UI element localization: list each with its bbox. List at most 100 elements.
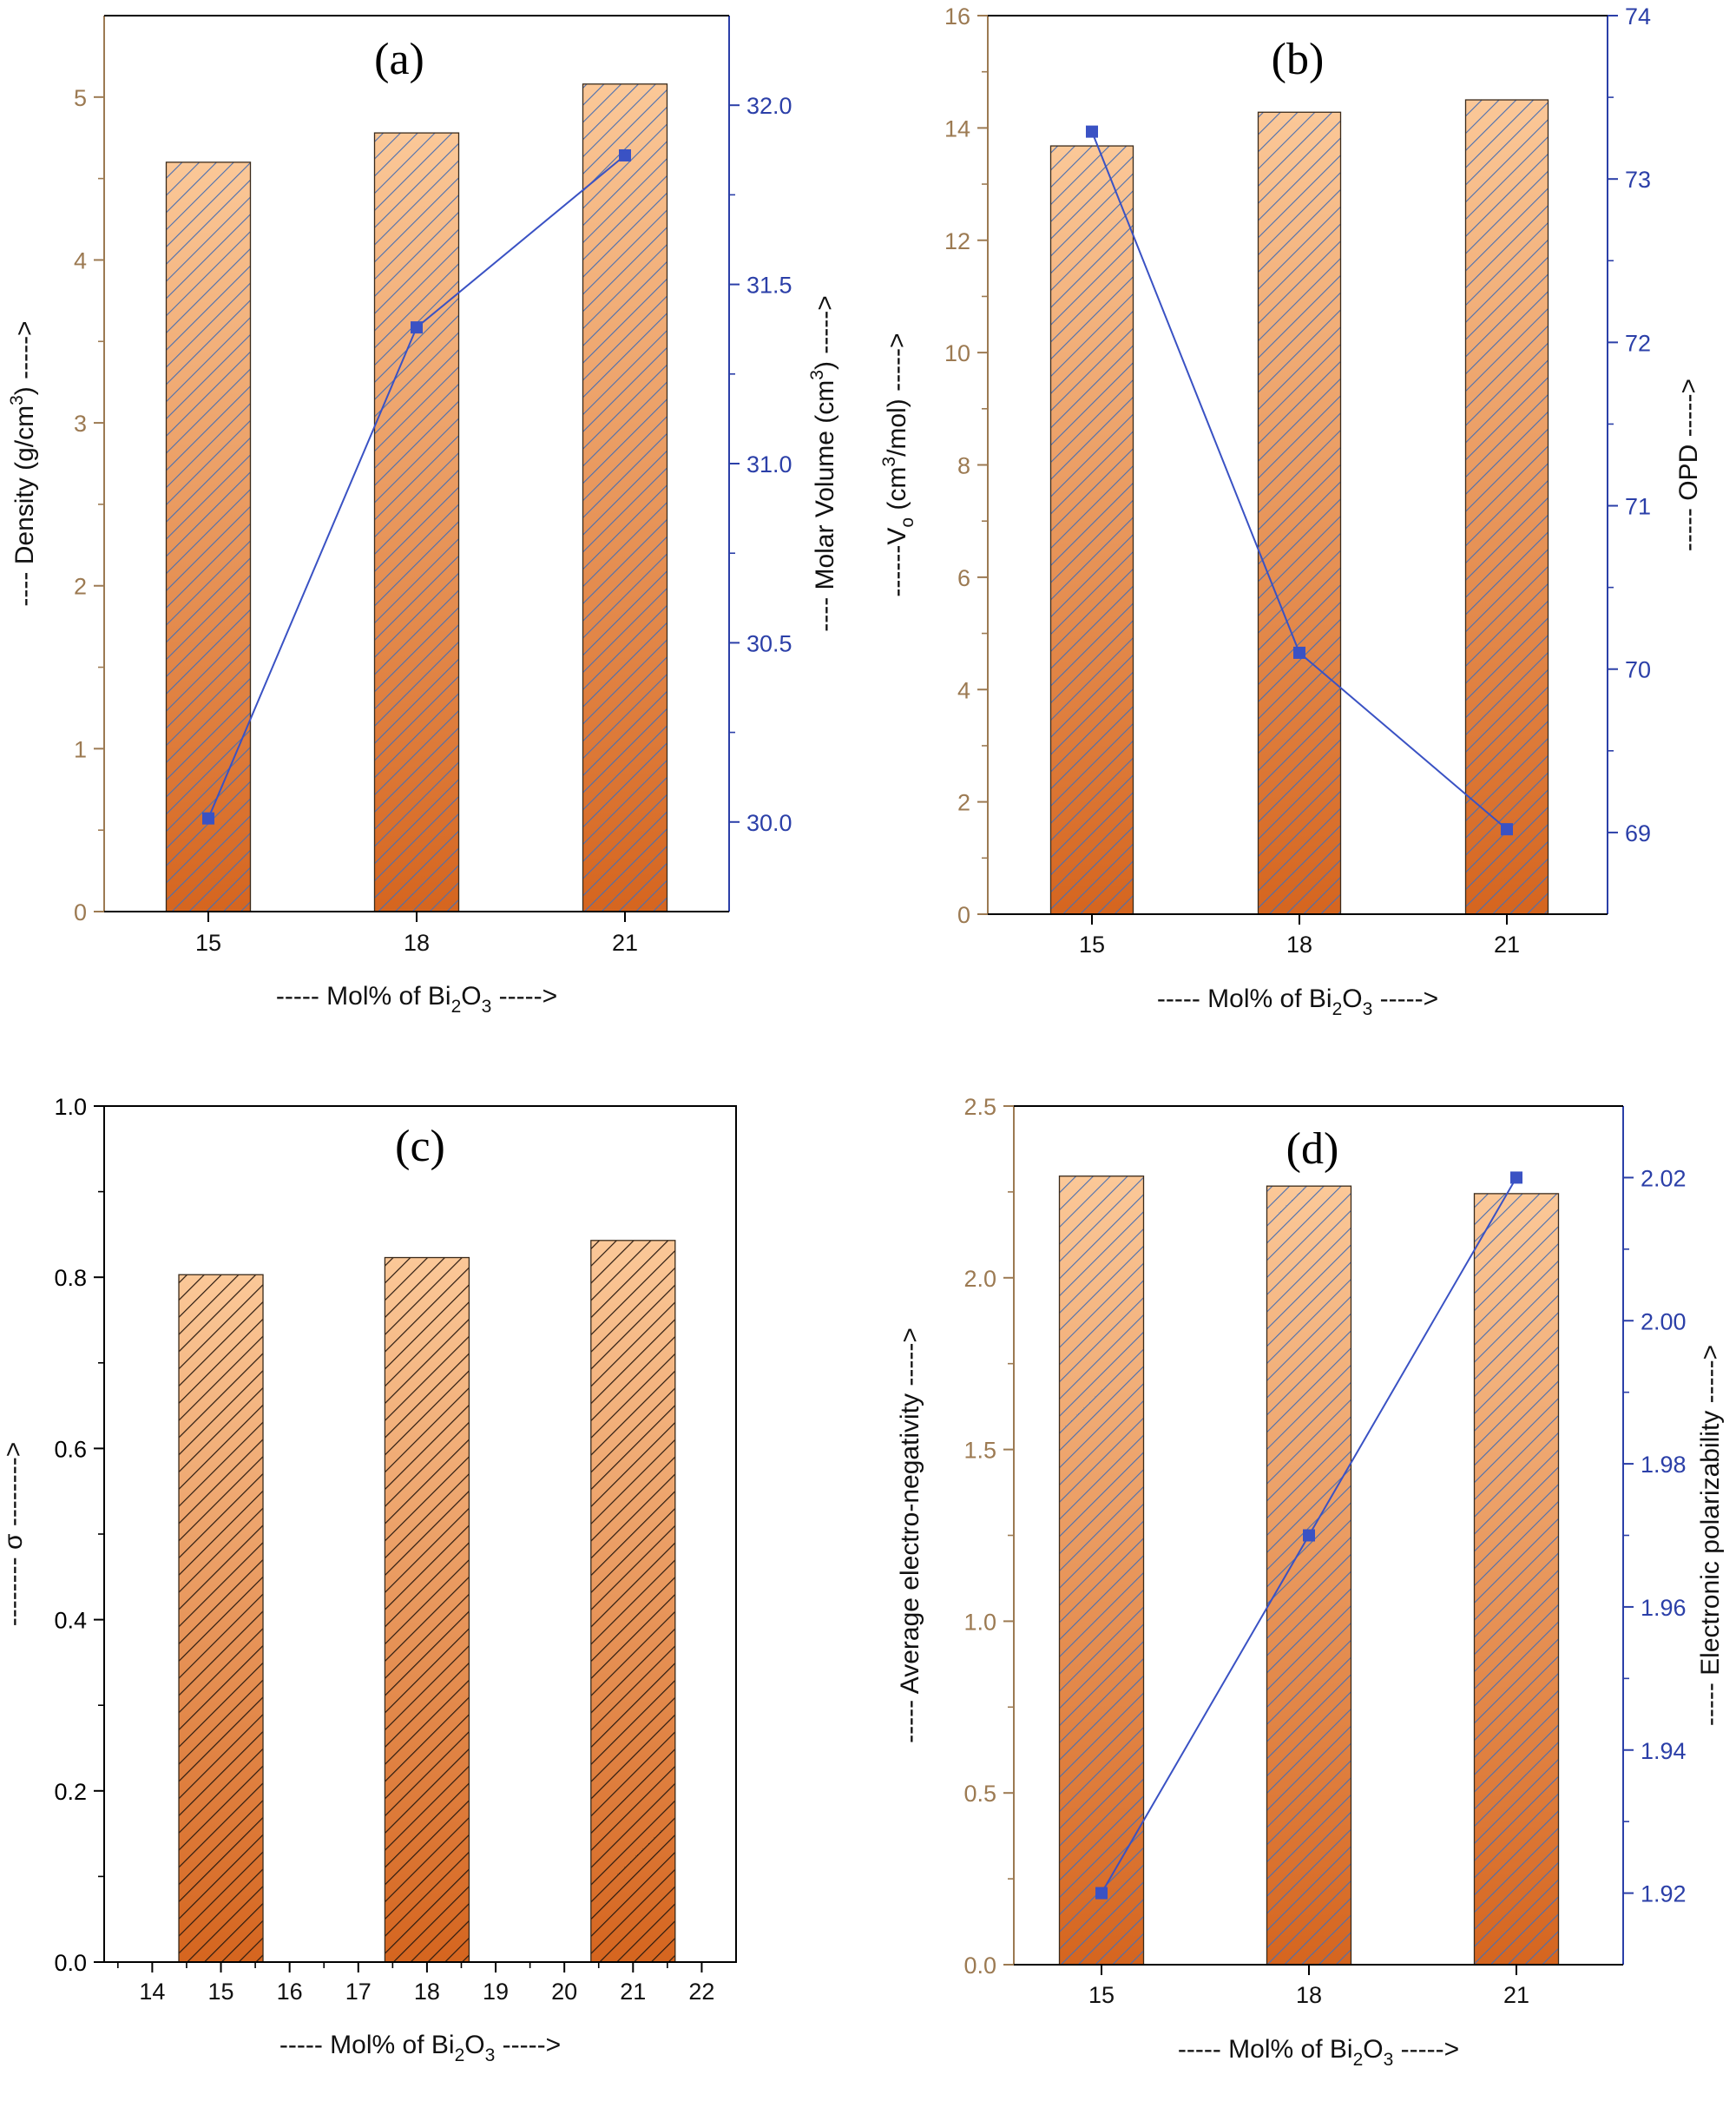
y-tick-label: 1.0 <box>54 1094 87 1120</box>
y-tick-label: 1.5 <box>963 1438 996 1464</box>
panel-title: (a) <box>374 35 424 84</box>
series-marker-18 <box>1293 646 1305 659</box>
x-axis-label: ----- Mol% of Bi2O3 -----> <box>1178 2035 1459 2070</box>
y-tick-label: 0.5 <box>963 1781 996 1807</box>
bar-hatch-21 <box>590 1240 675 1962</box>
series-marker-15 <box>202 812 214 825</box>
x-tick-label: 22 <box>688 1979 714 2005</box>
y-tick-label: 1.0 <box>963 1609 996 1635</box>
y-tick-label: 5 <box>74 85 87 111</box>
series-marker-15 <box>1086 125 1098 138</box>
right-y-tick-label: 31.5 <box>746 273 792 299</box>
series-marker-21 <box>1510 1171 1522 1184</box>
bar-hatch-18 <box>374 133 459 912</box>
bar-hatch-21 <box>1465 100 1549 914</box>
x-tick-label: 15 <box>1088 1982 1115 2008</box>
bar-hatch-21 <box>1474 1193 1559 1965</box>
x-tick-label: 21 <box>612 930 638 956</box>
x-tick-label: 18 <box>1286 932 1312 958</box>
y-tick-label: 0.2 <box>54 1779 87 1805</box>
x-tick-label: 21 <box>620 1979 646 2005</box>
right-y-axis-label: ----- OPD -----> <box>1674 379 1703 551</box>
x-tick-label: 18 <box>1296 1982 1322 2008</box>
right-y-tick-label: 30.0 <box>746 810 792 836</box>
y-tick-label: 0 <box>957 902 970 928</box>
bar-hatch-15 <box>1059 1176 1144 1965</box>
y-tick-label: 0.6 <box>54 1436 87 1462</box>
right-y-tick-label: 73 <box>1625 167 1651 193</box>
y-tick-label: 2 <box>74 574 87 600</box>
x-tick-label: 16 <box>277 1979 303 2005</box>
x-tick-label: 15 <box>195 930 221 956</box>
right-y-tick-label: 1.92 <box>1641 1881 1687 1907</box>
panel-title: (c) <box>395 1122 445 1171</box>
right-y-tick-label: 30.5 <box>746 630 792 656</box>
y-tick-label: 2 <box>957 790 970 816</box>
right-y-tick-label: 72 <box>1625 330 1651 356</box>
series-marker-15 <box>1095 1887 1108 1900</box>
y-tick-label: 2.5 <box>963 1094 996 1120</box>
right-y-tick-label: 2.02 <box>1641 1165 1687 1191</box>
x-tick-label: 15 <box>1079 932 1105 958</box>
series-marker-18 <box>411 321 423 334</box>
right-y-axis-label: ----- Electronic polarizability -----> <box>1696 1345 1725 1726</box>
x-axis-label: ----- Mol% of Bi2O3 -----> <box>276 982 557 1017</box>
x-tick-label: 19 <box>483 1979 509 2005</box>
y-tick-label: 12 <box>944 228 970 254</box>
right-y-tick-label: 70 <box>1625 657 1651 683</box>
series-marker-18 <box>1303 1529 1315 1542</box>
right-y-axis-label: ---- Molar Volume (cm3) -----> <box>807 295 839 632</box>
right-y-tick-label: 31.0 <box>746 451 792 477</box>
bar-hatch-18 <box>385 1257 470 1962</box>
y-tick-label: 0.0 <box>54 1950 87 1976</box>
right-y-tick-label: 2.00 <box>1641 1308 1687 1334</box>
panel-c: 0.0 0.2 0.4 0.6 0.8 1.0 14 15 16 17 18 19 20 21 22 ----… <box>0 1094 737 2065</box>
bar-hatch-15 <box>166 161 251 912</box>
y-tick-label: 0.4 <box>54 1608 87 1634</box>
y-axis-label: ----- Average electro-negativity -----> <box>896 1327 924 1743</box>
y-axis-label: ---- Density (g/cm3) -----> <box>7 320 39 606</box>
bar-hatch-21 <box>582 83 667 912</box>
x-axis-label: ----- Mol% of Bi2O3 -----> <box>1157 985 1438 1019</box>
y-tick-label: 0.0 <box>963 1953 996 1979</box>
x-tick-label: 15 <box>207 1979 233 2005</box>
panel-d: 0.0 0.5 1.0 1.5 2.0 2.5 15 18 21 ----- Mol% of Bi… <box>896 1094 1725 2070</box>
right-y-tick-label: 74 <box>1625 3 1651 30</box>
y-tick-label: 3 <box>74 411 87 437</box>
y-axis-label: ------Vo (cm3/mol) -----> <box>879 333 917 596</box>
y-tick-label: 0.8 <box>54 1265 87 1291</box>
panel-a: 0 1 2 3 4 5 15 18 21 ----- Mol% of Bi2O3 -----> --… <box>7 15 839 1017</box>
right-y-tick-label: 1.96 <box>1641 1595 1687 1621</box>
panel-title: (b) <box>1272 35 1325 84</box>
bar-hatch-18 <box>1266 1186 1351 1965</box>
x-tick-label: 14 <box>139 1979 165 2005</box>
y-tick-label: 6 <box>957 565 970 591</box>
bar-hatch-15 <box>179 1274 264 1962</box>
y-tick-label: 4 <box>957 677 970 703</box>
panel-b: 0 2 4 6 8 10 12 14 16 15 18 21 ----- Mol% of Bi2O3 -… <box>879 3 1703 1019</box>
right-y-tick-label: 1.94 <box>1641 1738 1687 1764</box>
right-y-tick-label: 1.98 <box>1641 1452 1687 1478</box>
x-axis-label: ----- Mol% of Bi2O3 -----> <box>279 2031 561 2065</box>
x-tick-label: 21 <box>1494 932 1520 958</box>
y-tick-label: 10 <box>944 340 970 366</box>
y-tick-label: 1 <box>74 736 87 762</box>
right-y-tick-label: 69 <box>1625 820 1651 846</box>
right-y-tick-label: 71 <box>1625 494 1651 520</box>
bar-hatch-15 <box>1050 146 1134 914</box>
y-tick-label: 4 <box>74 247 87 273</box>
series-marker-21 <box>1501 823 1513 836</box>
x-tick-label: 20 <box>551 1979 577 2005</box>
panel-title: (d) <box>1286 1124 1339 1174</box>
y-tick-label: 16 <box>944 3 970 30</box>
y-tick-label: 8 <box>957 453 970 479</box>
y-tick-label: 2.0 <box>963 1266 996 1292</box>
bar-hatch-18 <box>1258 112 1341 914</box>
series-marker-21 <box>619 148 631 161</box>
x-tick-label: 18 <box>414 1979 440 2005</box>
y-axis-label: -------- σ --------> <box>0 1442 28 1627</box>
x-tick-label: 18 <box>404 930 430 956</box>
y-tick-label: 0 <box>74 899 87 925</box>
right-y-tick-label: 32.0 <box>746 93 792 119</box>
